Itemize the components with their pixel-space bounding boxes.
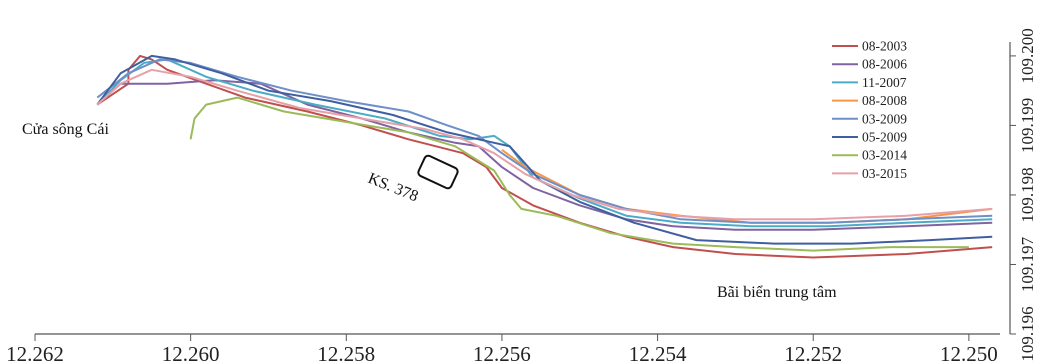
legend-label: 08-2008 [862, 93, 907, 108]
y-tick-label: 109.196 [1018, 306, 1037, 361]
series-line-08-2008 [501, 148, 993, 224]
x-tick-label: 12.262 [6, 342, 64, 363]
y-tick-label: 109.200 [1018, 28, 1037, 83]
legend-label: 05-2009 [862, 130, 907, 145]
series-line-08-2006 [96, 79, 993, 231]
legend-label: 03-2015 [862, 166, 907, 181]
x-tick-label: 12.256 [473, 342, 531, 363]
x-axis-ticks: 12.262 12.260 12.258 12.256 12.254 12.252 12.2… [6, 334, 998, 363]
x-tick-label: 12.250 [940, 342, 998, 363]
y-tick-label: 109.199 [1018, 98, 1037, 153]
series-line-08-2003 [96, 54, 993, 259]
series-line-11-2007 [96, 58, 993, 228]
x-tick-label: 12.252 [784, 342, 842, 363]
y-tick-label: 109.197 [1018, 236, 1037, 292]
series-lines [96, 54, 993, 259]
series-line-03-2015 [96, 68, 993, 221]
y-axis-ticks: 109.196 109.197 109.198 109.199 109.200 [1010, 28, 1037, 362]
river-mouth-label: Cửa sông Cái [22, 121, 109, 138]
x-tick-label: 12.254 [629, 342, 687, 363]
legend-label: 08-2006 [862, 57, 907, 72]
x-tick-label: 12.258 [317, 342, 375, 363]
series-line-03-2009 [96, 58, 993, 224]
legend-label: 08-2003 [862, 39, 907, 54]
legend-label: 03-2014 [862, 148, 907, 163]
legend: 08-2003 08-2006 11-2007 08-2008 03-2009 05-20… [832, 39, 907, 181]
beach-label: Bãi biển trung tâm [717, 284, 837, 301]
y-tick-label: 109.198 [1018, 167, 1037, 222]
legend-label: 03-2009 [862, 111, 907, 126]
series-line-03-2014 [189, 96, 969, 252]
series-line-05-2009 [96, 54, 993, 245]
x-tick-label: 12.260 [162, 342, 220, 363]
station-marker [417, 154, 459, 190]
legend-label: 11-2007 [862, 75, 907, 90]
station-label: KS. 378 [366, 170, 421, 205]
